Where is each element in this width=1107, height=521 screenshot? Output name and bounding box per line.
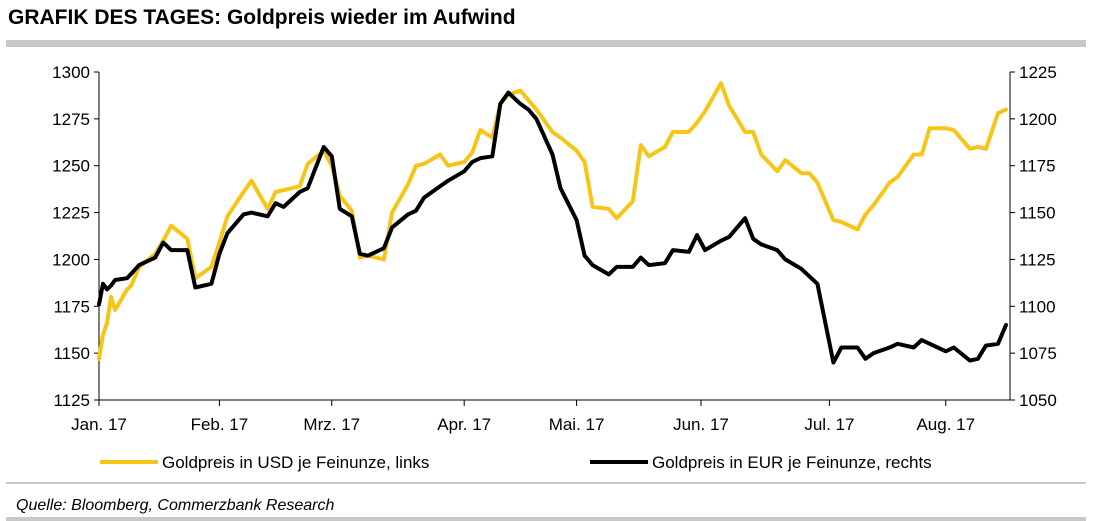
x-tick-label: Mrz. 17 (303, 415, 360, 434)
left-tick-label: 1225 (52, 204, 90, 223)
x-tick-label: Aug. 17 (916, 415, 975, 434)
right-tick-label: 1175 (1019, 157, 1056, 176)
legend: Goldpreis in USD je Feinunze, links Goldp… (100, 453, 932, 472)
title-divider (6, 40, 1086, 47)
left-tick-label: 1250 (52, 157, 90, 176)
legend-label-usd: Goldpreis in USD je Feinunze, links (162, 453, 429, 472)
series-lines (97, 81, 1008, 365)
legend-label-eur: Goldpreis in EUR je Feinunze, rechts (652, 453, 932, 472)
left-tick-label: 1125 (53, 391, 90, 410)
source-note: Quelle: Bloomberg, Commerzbank Research (16, 497, 335, 514)
right-tick-label: 1150 (1019, 204, 1056, 223)
footer-divider (6, 482, 1086, 484)
x-tick-label: Apr. 17 (437, 415, 491, 434)
left-tick-label: 1175 (53, 297, 90, 316)
bottom-divider (6, 517, 1086, 521)
x-tick-label: Jun. 17 (673, 415, 729, 434)
right-tick-label: 1050 (1019, 391, 1057, 410)
left-tick-label: 1275 (52, 110, 90, 129)
right-tick-label: 1200 (1019, 110, 1057, 129)
chart-title: GRAFIK DES TAGES: Goldpreis wieder im Au… (8, 6, 516, 29)
right-tick-label: 1125 (1019, 250, 1056, 269)
left-tick-label: 1150 (53, 344, 90, 363)
right-tick-label: 1100 (1019, 297, 1056, 316)
axes: 1125 1150 1175 1200 1225 1250 1275 1300 1050 1075… (52, 63, 1057, 434)
x-tick-label: Jul. 17 (804, 415, 854, 434)
right-tick-label: 1225 (1019, 63, 1057, 82)
left-tick-label: 1200 (52, 250, 90, 269)
left-tick-label: 1300 (52, 63, 90, 82)
x-tick-label: Feb. 17 (191, 415, 249, 434)
x-tick-label: Jan. 17 (71, 415, 127, 434)
usd-series-line (97, 81, 1008, 361)
right-tick-label: 1075 (1019, 344, 1057, 363)
x-tick-label: Mai. 17 (549, 415, 605, 434)
eur-series-line (97, 90, 1008, 365)
